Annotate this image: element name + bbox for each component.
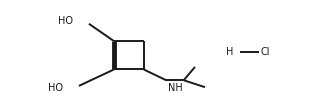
Text: HO: HO: [58, 16, 73, 26]
Text: H: H: [226, 47, 234, 57]
Text: HO: HO: [48, 83, 63, 94]
Text: NH: NH: [167, 83, 182, 93]
Text: Cl: Cl: [260, 47, 270, 57]
